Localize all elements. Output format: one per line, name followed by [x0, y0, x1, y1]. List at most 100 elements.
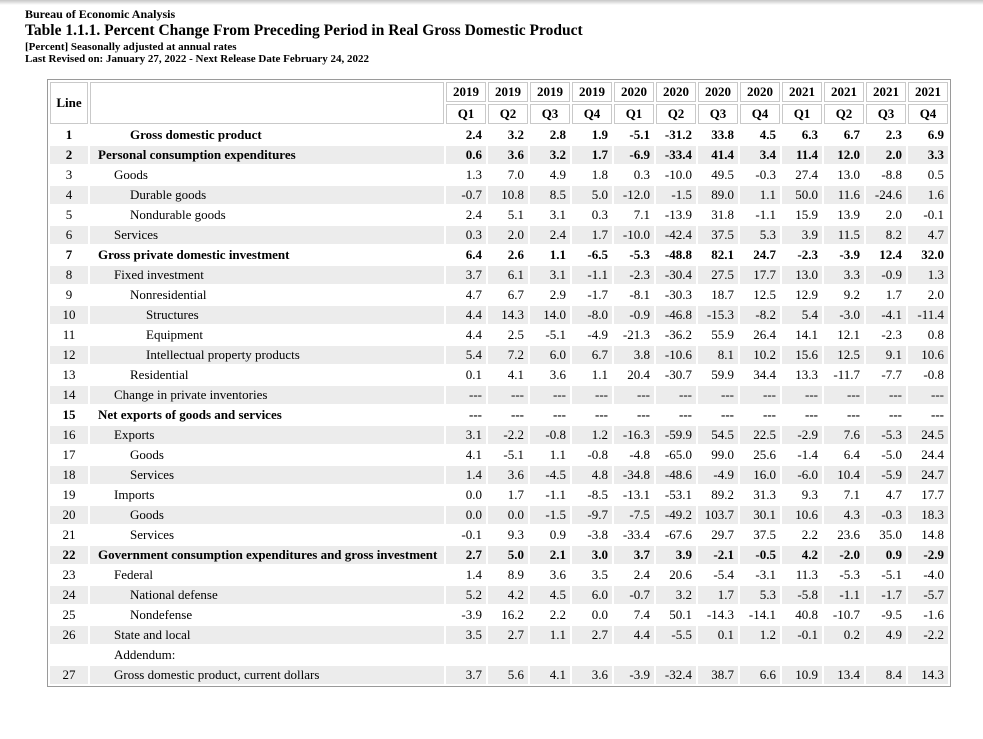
row-label: Gross domestic product, current dollars — [90, 666, 444, 685]
value-cell: 4.7 — [885, 487, 902, 503]
value-cell: -1.1 — [572, 266, 612, 285]
row-label: Imports — [114, 487, 155, 503]
year-header: 2019 — [530, 82, 570, 103]
value-cell: 3.5 — [591, 567, 608, 583]
table-row: 18 Services 1.4 3.6 -4.5 4.8 -34.8 -48.6 -4.9 16.… — [50, 466, 948, 485]
value-cell: -6.9 — [614, 146, 654, 165]
value-cell: 4.5 — [530, 586, 570, 605]
value-cell: -3.9 — [839, 247, 860, 263]
value-cell — [488, 646, 528, 664]
value-cell: 2.0 — [866, 146, 906, 165]
value-cell: -5.8 — [782, 586, 822, 605]
value-cell: -16.3 — [614, 426, 654, 445]
value-cell: -0.7 — [446, 186, 486, 205]
value-cell: -10.7 — [832, 607, 860, 623]
row-label: Goods — [90, 506, 444, 525]
value-cell: 5.4 — [782, 306, 822, 325]
value-cell: -3.8 — [587, 527, 608, 543]
value-cell — [824, 646, 864, 664]
value-cell: 9.3 — [801, 487, 818, 503]
value-cell: 2.5 — [507, 327, 524, 343]
value-cell: 3.7 — [446, 266, 486, 285]
value-cell: -5.1 — [881, 567, 902, 583]
value-cell: -31.2 — [664, 127, 692, 143]
table-row: 13 Residential 0.1 4.1 3.6 1.1 20.4 -30.7 59.9 34… — [50, 366, 948, 384]
value-cell: 2.2 — [549, 607, 566, 623]
year-header: 2020 — [656, 82, 696, 103]
value-cell: 27.4 — [795, 167, 818, 183]
line-number — [50, 646, 88, 664]
row-label: Nondurable goods — [130, 207, 226, 223]
value-cell: 15.9 — [795, 207, 818, 223]
value-cell: 2.4 — [530, 226, 570, 245]
description-column-header — [90, 82, 444, 125]
value-cell: 32.0 — [921, 247, 944, 263]
value-cell: -8.0 — [572, 306, 612, 325]
value-cell: 24.4 — [921, 447, 944, 463]
value-cell: 7.0 — [507, 167, 524, 183]
value-cell — [572, 646, 612, 664]
line-number: 27 — [50, 666, 88, 685]
value-cell: --- — [553, 407, 566, 423]
value-cell: 18.3 — [908, 506, 948, 525]
value-cell: 13.9 — [837, 207, 860, 223]
value-cell: 5.3 — [740, 226, 780, 245]
value-cell: 38.7 — [698, 666, 738, 685]
value-cell: -32.4 — [656, 666, 696, 685]
value-cell: 3.6 — [488, 146, 528, 165]
value-cell: --- — [511, 407, 524, 423]
value-cell: -6.5 — [587, 247, 608, 263]
row-label: Nondefense — [130, 607, 193, 623]
row-label: Equipment — [146, 327, 204, 343]
value-cell: 10.4 — [824, 466, 864, 485]
value-cell: 50.0 — [782, 186, 822, 205]
value-cell — [740, 646, 780, 664]
value-cell: 5.1 — [507, 207, 524, 223]
value-cell: -0.1 — [923, 207, 944, 223]
row-label: Goods — [114, 167, 148, 183]
table-row: 5 Nondurable goods 2.4 5.1 3.1 0.3 7.1 -13.9 31.… — [50, 206, 948, 224]
value-cell: --- — [469, 407, 482, 423]
value-cell: 12.9 — [795, 287, 818, 303]
value-cell: -8.2 — [740, 306, 780, 325]
value-cell: 0.3 — [633, 167, 650, 183]
value-cell: 7.1 — [843, 487, 860, 503]
value-cell: -1.6 — [923, 607, 944, 623]
value-cell: 4.3 — [824, 506, 864, 525]
value-cell: 1.1 — [549, 447, 566, 463]
value-cell: -1.7 — [587, 287, 608, 303]
value-cell: 6.4 — [843, 447, 860, 463]
value-cell: 11.6 — [824, 186, 864, 205]
value-cell: --- — [847, 407, 860, 423]
value-cell: -2.1 — [698, 546, 738, 565]
value-cell: 14.3 — [908, 666, 948, 685]
value-cell: -3.0 — [824, 306, 864, 325]
value-cell: 4.8 — [572, 466, 612, 485]
value-cell: 4.2 — [488, 586, 528, 605]
value-cell: 0.5 — [927, 167, 944, 183]
table-row: 25 Nondefense -3.9 16.2 2.2 0.0 7.4 50.1 -14.3 -1… — [50, 606, 948, 624]
value-cell: 1.4 — [465, 567, 482, 583]
value-cell: 3.0 — [572, 546, 612, 565]
value-cell: -33.4 — [622, 527, 650, 543]
value-cell: 9.1 — [866, 346, 906, 365]
value-cell: 1.2 — [572, 426, 612, 445]
value-cell: -5.3 — [839, 567, 860, 583]
value-cell: 7.2 — [488, 346, 528, 365]
value-cell: --- — [740, 386, 780, 405]
line-number: 4 — [50, 186, 88, 205]
value-cell: 50.1 — [669, 607, 692, 623]
quarter-header: Q2 — [656, 104, 696, 125]
value-cell: 14.3 — [488, 306, 528, 325]
value-cell: 24.5 — [908, 426, 948, 445]
gdp-data-table: Line 2019 2019 2019 2019 2020 2020 2020 2020 202… — [47, 79, 951, 688]
quarter-header-row: Q1 Q2 Q3 Q4 Q1 Q2 Q3 Q4 Q1 Q2 Q3 Q4 — [50, 104, 948, 125]
value-cell: 13.0 — [837, 167, 860, 183]
value-cell: 33.8 — [711, 127, 734, 143]
value-cell: -5.3 — [866, 426, 906, 445]
table-row: Addendum: — [50, 646, 948, 664]
quarter-header: Q2 — [824, 104, 864, 125]
row-label: Gross private domestic investment — [98, 247, 290, 263]
value-cell: 3.2 — [656, 586, 696, 605]
value-cell: 3.6 — [549, 367, 566, 383]
